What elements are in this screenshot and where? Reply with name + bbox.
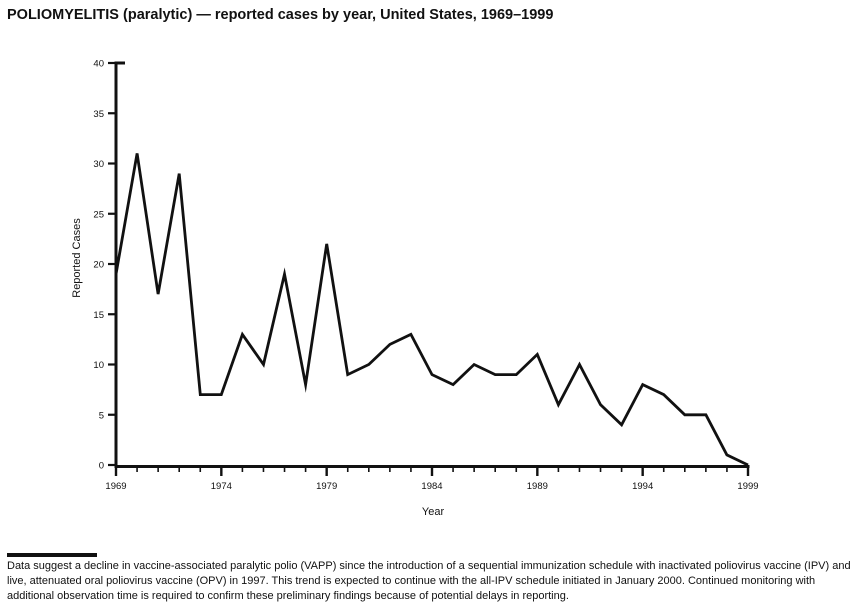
- x-tick-label: 1969: [105, 481, 126, 492]
- x-tick-label: 1974: [211, 481, 232, 492]
- x-tick-label: 1999: [737, 481, 758, 492]
- data-polyline: [114, 153, 749, 467]
- y-tick-label: 25: [93, 209, 104, 220]
- page-title: POLIOMYELITIS (paralytic) — reported cas…: [7, 7, 554, 23]
- footnote-divider: [7, 553, 97, 557]
- x-tick-label: 1994: [632, 481, 653, 492]
- x-tick-label: 1979: [316, 481, 337, 492]
- y-tick-label: 10: [93, 360, 104, 371]
- x-tick-label: 1989: [527, 481, 548, 492]
- y-tick-label: 30: [93, 159, 104, 170]
- y-tick-label: 20: [93, 260, 104, 271]
- y-tick-label: 35: [93, 109, 104, 120]
- y-axis-title: Reported Cases: [71, 218, 83, 298]
- y-tick-label: 15: [93, 310, 104, 321]
- y-tick-label: 40: [93, 59, 104, 70]
- y-tick-label: 0: [99, 461, 104, 472]
- x-axis-title: Year: [421, 506, 445, 518]
- x-tick-label: 1984: [421, 481, 442, 492]
- y-tick-label: 5: [99, 410, 104, 421]
- footnote-text: Data suggest a decline in vaccine-associ…: [7, 560, 851, 602]
